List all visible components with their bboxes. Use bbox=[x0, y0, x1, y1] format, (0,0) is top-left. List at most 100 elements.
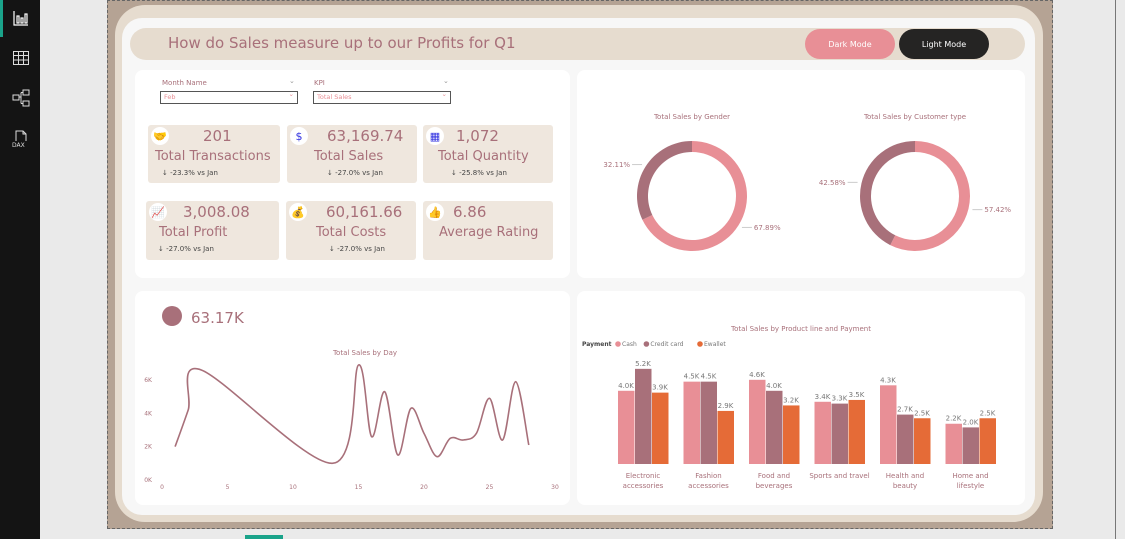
category-label: accessories bbox=[623, 482, 664, 490]
chevron-down-icon: ⌄ bbox=[288, 90, 294, 98]
x-tick-label: 10 bbox=[289, 484, 297, 491]
month-slicer-dropdown[interactable]: Feb ⌄ bbox=[160, 90, 298, 104]
x-tick-label: 0 bbox=[160, 484, 164, 491]
kpi-card: 👍 6.86 Average Rating bbox=[423, 201, 553, 260]
kpi-label: Total Profit bbox=[159, 225, 228, 240]
data-label: 5.2K bbox=[635, 360, 651, 368]
kpi-slicer-value: Total Sales bbox=[317, 93, 352, 101]
x-tick-label: 25 bbox=[486, 484, 494, 491]
category-label: Home and bbox=[952, 472, 988, 480]
kpi-card: $ 63,169.74 Total Sales ↓ -27.0% vs Jan bbox=[287, 125, 417, 183]
donut-slice bbox=[890, 141, 970, 251]
dark-mode-button[interactable]: Dark Mode bbox=[805, 29, 895, 59]
kpi-card: ▦ 1,072 Total Quantity ↓ -25.8% vs Jan bbox=[423, 125, 553, 183]
y-tick-label: 4K bbox=[144, 410, 153, 417]
line-chart: Total Sales by Day 0K 2K 4K 6K 0 5 10 15 20 25 30 bbox=[144, 349, 559, 491]
legend-marker bbox=[615, 341, 621, 347]
chevron-down-icon: ⌄ bbox=[441, 90, 447, 98]
data-label: 4.0K bbox=[766, 382, 782, 390]
sales-growth-icon: $ bbox=[290, 127, 308, 145]
light-mode-button[interactable]: Light Mode bbox=[899, 29, 989, 59]
rating-icon: 👍 bbox=[426, 203, 444, 221]
kpi-label: Total Quantity bbox=[438, 149, 529, 164]
data-label: 2.5K bbox=[980, 409, 996, 417]
kpi-change: ↓ -27.0% vs Jan bbox=[329, 245, 385, 253]
bar bbox=[814, 401, 831, 464]
money-bag-icon: 💰 bbox=[289, 203, 307, 221]
data-label: 2.7K bbox=[897, 406, 913, 414]
category-label: beverages bbox=[756, 482, 793, 490]
kpi-change: ↓ -27.0% vs Jan bbox=[327, 169, 383, 177]
kpi-value: 60,161.66 bbox=[326, 203, 403, 221]
data-label: 4.5K bbox=[684, 373, 700, 381]
kpi-value: 6.86 bbox=[453, 203, 487, 221]
data-label: 3.3K bbox=[832, 395, 848, 403]
bar-chart: Total Sales by Product line and Payment P… bbox=[582, 325, 996, 490]
kpi-change: ↓ -23.3% vs Jan bbox=[162, 169, 218, 177]
bar bbox=[914, 418, 931, 464]
line-chart-panel bbox=[135, 291, 570, 505]
legend-marker bbox=[643, 341, 650, 347]
month-slicer-label: Month Name bbox=[162, 79, 207, 87]
category-label: Health and bbox=[886, 472, 924, 480]
data-label: 3.2K bbox=[783, 396, 799, 404]
data-label: 2.0K bbox=[963, 418, 979, 426]
category-label: accessories bbox=[688, 482, 729, 490]
bar bbox=[783, 405, 800, 464]
data-label: 4.3K bbox=[880, 376, 896, 384]
kpi-label: Total Transactions bbox=[155, 149, 271, 164]
bar bbox=[717, 410, 734, 464]
bar bbox=[635, 368, 652, 464]
bar bbox=[945, 423, 962, 464]
y-tick-label: 2K bbox=[144, 444, 153, 451]
chevron-down-icon[interactable]: ⌄ bbox=[443, 77, 449, 85]
data-label: 57.42% bbox=[984, 206, 1011, 214]
bar bbox=[683, 381, 700, 464]
data-label: 3.5K bbox=[849, 391, 865, 399]
report-view-icon[interactable] bbox=[8, 5, 34, 31]
model-view-icon[interactable] bbox=[8, 85, 34, 111]
chevron-down-icon[interactable]: ⌄ bbox=[289, 77, 295, 85]
kpi-slicer-label: KPI bbox=[314, 79, 325, 87]
bar bbox=[848, 399, 865, 464]
bar bbox=[749, 379, 766, 464]
data-label: 2.5K bbox=[914, 409, 930, 417]
kpi-change: ↓ -27.0% vs Jan bbox=[158, 245, 214, 253]
page-tab-indicator[interactable] bbox=[245, 535, 283, 539]
x-tick-label: 20 bbox=[420, 484, 428, 491]
legend-label: Ewallet bbox=[704, 341, 726, 348]
bar bbox=[766, 390, 783, 464]
data-label: 2.9K bbox=[718, 402, 734, 410]
chart-title: Total Sales by Customer type bbox=[863, 113, 966, 121]
data-label: 32.11% bbox=[603, 161, 630, 169]
bar bbox=[962, 427, 979, 464]
y-tick-label: 0K bbox=[144, 477, 153, 484]
kpi-value: 63,169.74 bbox=[327, 127, 404, 145]
data-label: 4.0K bbox=[618, 382, 634, 390]
kpi-value: 201 bbox=[203, 127, 232, 145]
boxes-icon: ▦ bbox=[426, 127, 444, 145]
x-tick-label: 15 bbox=[355, 484, 363, 491]
category-label: Fashion bbox=[695, 472, 721, 480]
data-label: 3.9K bbox=[652, 384, 668, 392]
data-label: 4.5K bbox=[701, 373, 717, 381]
y-tick-label: 6K bbox=[144, 377, 153, 384]
kpi-slicer-dropdown[interactable]: Total Sales ⌄ bbox=[313, 90, 451, 104]
donut-slice bbox=[860, 141, 915, 246]
bar bbox=[700, 381, 717, 464]
data-label: 4.6K bbox=[749, 371, 765, 379]
chart-title: Total Sales by Gender bbox=[653, 113, 730, 121]
legend-title: Payment bbox=[582, 341, 612, 348]
table-view-icon[interactable] bbox=[8, 45, 34, 71]
bar bbox=[652, 392, 669, 464]
dax-query-icon[interactable]: DAX bbox=[8, 126, 34, 152]
data-label: 2.2K bbox=[946, 415, 962, 423]
sidebar: DAX bbox=[0, 0, 40, 539]
category-label: Sports and travel bbox=[809, 472, 869, 480]
kpi-label: Total Sales bbox=[314, 149, 384, 164]
bar bbox=[897, 414, 914, 464]
chart-title: Total Sales by Day bbox=[332, 349, 397, 357]
legend-marker bbox=[697, 341, 703, 347]
category-label: beauty bbox=[893, 482, 917, 490]
kpi-card: 📈 3,008.08 Total Profit ↓ -27.0% vs Jan bbox=[146, 201, 279, 260]
